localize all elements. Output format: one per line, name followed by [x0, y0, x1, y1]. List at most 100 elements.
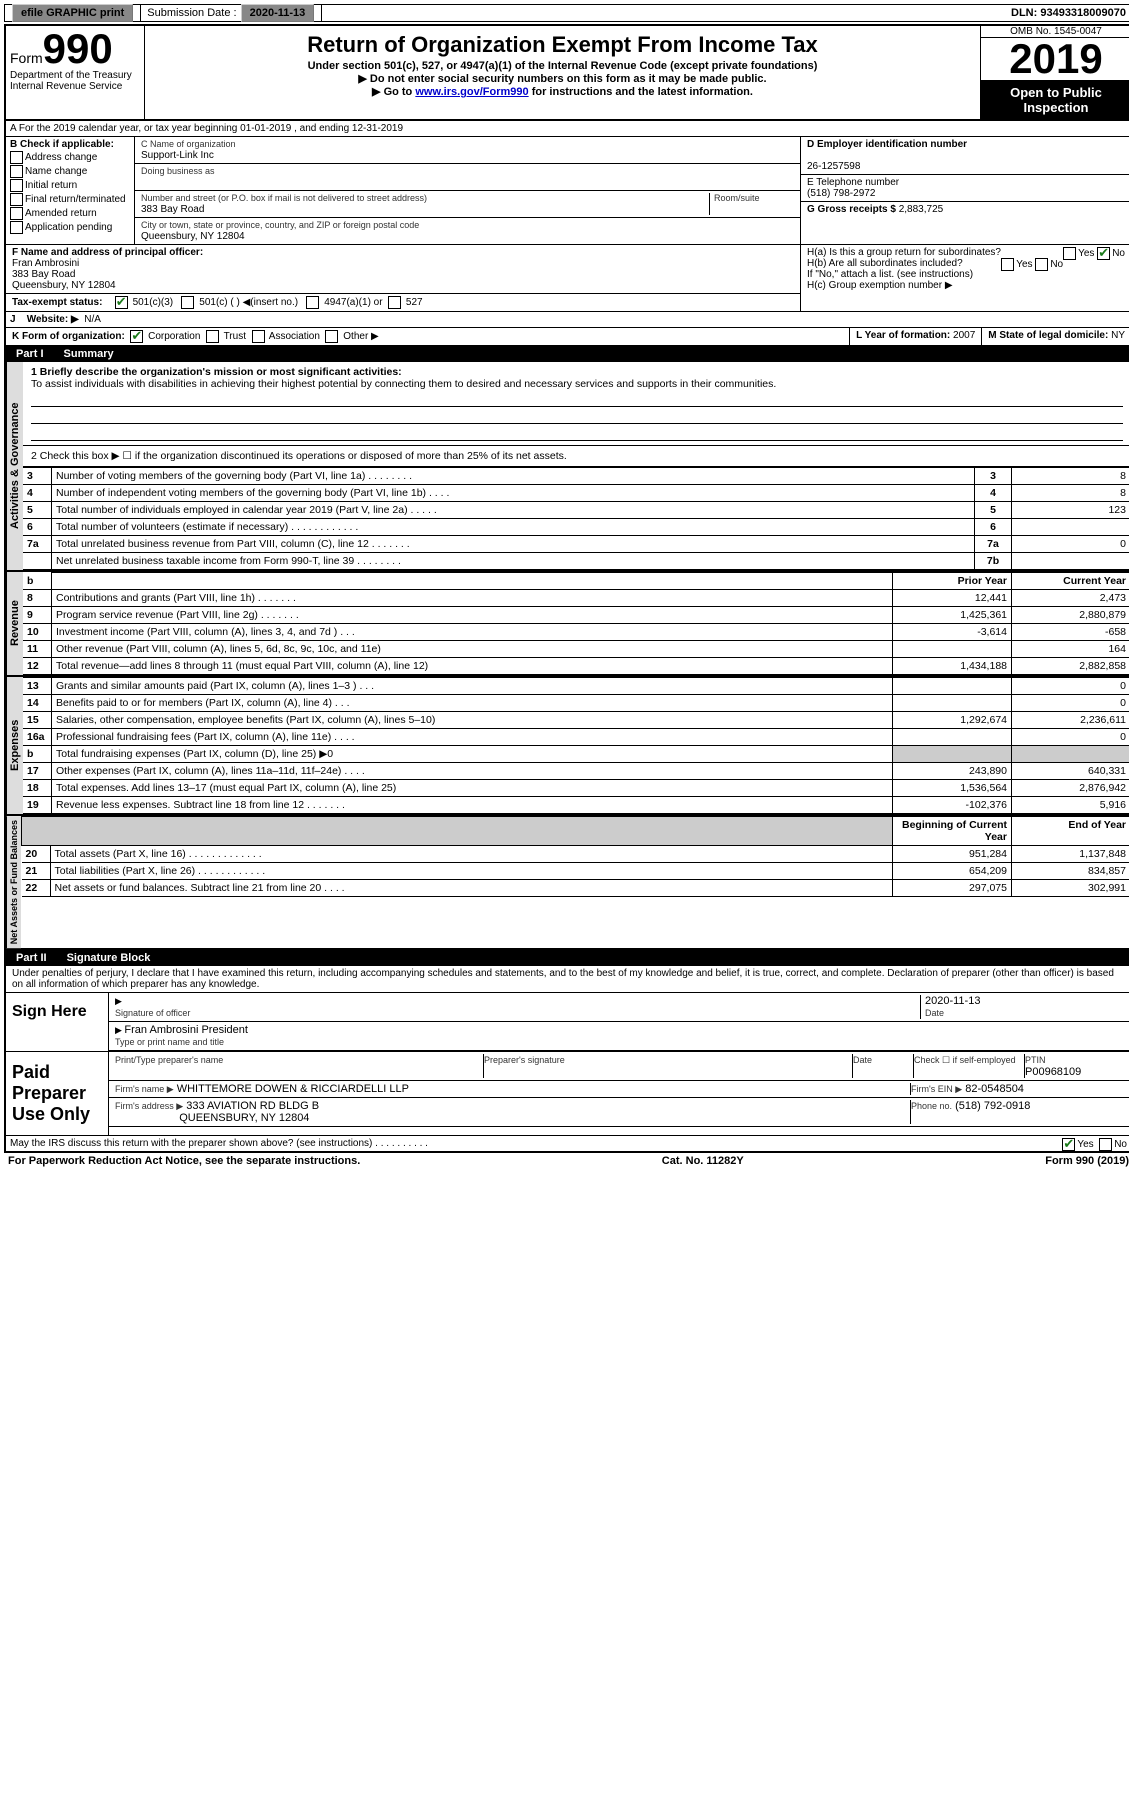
street-address: 383 Bay Road [141, 204, 204, 215]
governance-table: 3Number of voting members of the governi… [23, 467, 1129, 570]
corp-checkbox[interactable] [130, 330, 143, 343]
paid-preparer-label: Paid Preparer Use Only [6, 1052, 109, 1135]
website-label: Website: ▶ [27, 314, 79, 325]
ptin-label: PTIN [1025, 1055, 1046, 1065]
ha-yes[interactable] [1063, 247, 1076, 260]
assoc-checkbox[interactable] [252, 330, 265, 343]
name-title-label: Type or print name and title [115, 1037, 224, 1047]
city-state-zip: Queensbury, NY 12804 [141, 231, 245, 242]
form-prefix: Form [10, 50, 43, 66]
subtitle-3-suffix: for instructions and the latest informat… [529, 86, 753, 98]
opt-name-change: Name change [25, 166, 87, 177]
irs-link[interactable]: www.irs.gov/Form990 [415, 86, 528, 98]
pending-checkbox[interactable] [10, 221, 23, 234]
opt-final: Final return/terminated [25, 194, 126, 205]
year-formation: 2007 [953, 330, 975, 341]
hb-note: If "No," attach a list. (see instruction… [807, 269, 973, 280]
section-b: B Check if applicable: Address change Na… [6, 137, 135, 244]
form-990: Form990 Department of the Treasury Inter… [4, 24, 1129, 1153]
ha-no[interactable] [1097, 247, 1110, 260]
opt-527: 527 [406, 297, 423, 308]
row-l-label: L Year of formation: [856, 330, 950, 341]
final-return-checkbox[interactable] [10, 193, 23, 206]
subtitle-3-prefix: ▶ Go to [372, 86, 415, 98]
hb-no[interactable] [1035, 258, 1048, 271]
row-k-label: K Form of organization: [12, 331, 125, 342]
501c3-checkbox[interactable] [115, 296, 128, 309]
opt-amended: Amended return [25, 208, 97, 219]
address-change-checkbox[interactable] [10, 151, 23, 164]
end-year-header: End of Year [1068, 819, 1126, 831]
part-2-title: Signature Block [67, 952, 151, 964]
sig-date: 2020-11-13 [925, 995, 980, 1007]
firm-addr-label: Firm's address ▶ [115, 1101, 183, 1111]
opt-501c: 501(c) ( ) ◀(insert no.) [199, 297, 298, 308]
527-checkbox[interactable] [388, 296, 401, 309]
footer-left: For Paperwork Reduction Act Notice, see … [8, 1155, 360, 1167]
mission-label: 1 Briefly describe the organization's mi… [31, 366, 402, 378]
hb-label: H(b) Are all subordinates included? [807, 258, 963, 269]
penalties-text: Under penalties of perjury, I declare th… [6, 966, 1129, 993]
amended-checkbox[interactable] [10, 207, 23, 220]
opt-501c3: 501(c)(3) [133, 297, 174, 308]
row-m-label: M State of legal domicile: [988, 330, 1108, 341]
opt-4947: 4947(a)(1) or [324, 297, 382, 308]
officer-name: Fran Ambrosini [12, 258, 79, 269]
prior-year-header: Prior Year [958, 575, 1007, 587]
exempt-label: Tax-exempt status: [12, 297, 112, 308]
firm-addr2: QUEENSBURY, NY 12804 [179, 1112, 309, 1124]
discuss-label: May the IRS discuss this return with the… [10, 1138, 428, 1149]
ptin-value: P00968109 [1025, 1066, 1081, 1078]
website-value: N/A [84, 314, 101, 325]
phone-label: E Telephone number [807, 177, 899, 188]
other-checkbox[interactable] [325, 330, 338, 343]
initial-return-checkbox[interactable] [10, 179, 23, 192]
state-domicile: NY [1111, 330, 1125, 341]
vtab-net-assets: Net Assets or Fund Balances [6, 816, 21, 948]
officer-addr2: Queensbury, NY 12804 [12, 280, 116, 291]
subtitle-1: Under section 501(c), 527, or 4947(a)(1)… [149, 60, 976, 72]
opt-assoc: Association [269, 331, 320, 342]
prep-print-label: Print/Type preparer's name [115, 1055, 223, 1065]
firm-phone: (518) 792-0918 [955, 1100, 1030, 1112]
firm-phone-label: Phone no. [911, 1101, 952, 1111]
discuss-no[interactable] [1099, 1138, 1112, 1151]
public-inspection: Open to Public Inspection [981, 81, 1129, 119]
ein-label: D Employer identification number [807, 139, 967, 150]
form-title: Return of Organization Exempt From Incom… [149, 32, 976, 58]
expenses-table: 13Grants and similar amounts paid (Part … [23, 677, 1129, 814]
hb-yes[interactable] [1001, 258, 1014, 271]
trust-checkbox[interactable] [206, 330, 219, 343]
revenue-table: b Prior Year Current Year 8Contributions… [23, 572, 1129, 675]
hc-label: H(c) Group exemption number ▶ [807, 280, 953, 291]
4947-checkbox[interactable] [306, 296, 319, 309]
officer-addr1: 383 Bay Road [12, 269, 75, 280]
current-year-header: Current Year [1063, 575, 1126, 587]
dln-label: DLN: [1011, 7, 1037, 19]
net-assets-table: Beginning of Current Year End of Year 20… [21, 816, 1129, 897]
footer-right: Form 990 (2019) [1045, 1155, 1129, 1167]
name-change-checkbox[interactable] [10, 165, 23, 178]
prep-date-label: Date [853, 1055, 872, 1065]
gross-label: G Gross receipts $ [807, 204, 896, 215]
part-1-label: Part I [16, 348, 44, 360]
top-bar: efile GRAPHIC print Submission Date : 20… [4, 4, 1129, 22]
footer: For Paperwork Reduction Act Notice, see … [4, 1153, 1129, 1169]
officer-name-title: Fran Ambrosini President [124, 1024, 248, 1036]
city-label: City or town, state or province, country… [141, 220, 419, 230]
opt-other: Other ▶ [343, 331, 378, 342]
opt-trust: Trust [224, 331, 246, 342]
efile-button[interactable]: efile GRAPHIC print [12, 4, 133, 22]
firm-name-label: Firm's name ▶ [115, 1084, 174, 1094]
part-1-header: Part I Summary [6, 346, 1129, 362]
line-2: 2 Check this box ▶ ☐ if the organization… [23, 446, 1129, 467]
discuss-yes[interactable] [1062, 1138, 1075, 1151]
501c-checkbox[interactable] [181, 296, 194, 309]
vtab-revenue: Revenue [6, 572, 23, 675]
firm-ein: 82-0548504 [965, 1083, 1024, 1095]
org-name: Support-Link Inc [141, 150, 214, 161]
room-suite-label: Room/suite [714, 193, 760, 203]
tax-year: 2019 [981, 37, 1129, 81]
opt-pending: Application pending [25, 222, 112, 233]
submission-date: 2020-11-13 [241, 4, 315, 22]
